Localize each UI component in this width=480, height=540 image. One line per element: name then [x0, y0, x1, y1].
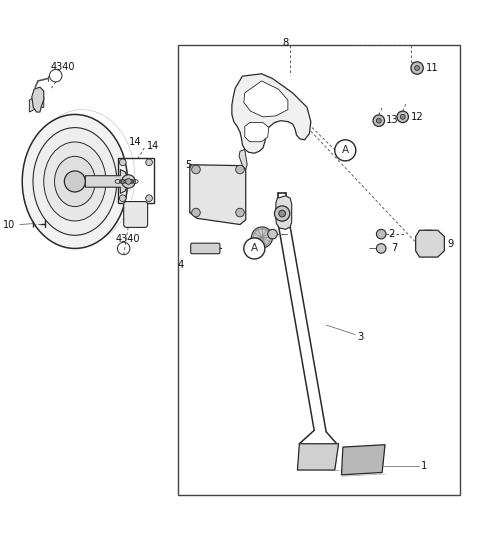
Text: 4340: 4340	[115, 234, 140, 244]
Circle shape	[236, 165, 244, 174]
Circle shape	[236, 208, 244, 217]
Polygon shape	[85, 170, 128, 193]
Text: 14: 14	[129, 137, 142, 147]
Circle shape	[192, 165, 200, 174]
FancyBboxPatch shape	[191, 243, 220, 254]
Circle shape	[64, 171, 85, 192]
Text: A: A	[251, 244, 258, 253]
Ellipse shape	[44, 142, 106, 221]
Polygon shape	[190, 165, 246, 225]
Text: 13: 13	[385, 115, 398, 125]
Text: 3: 3	[357, 332, 363, 342]
Circle shape	[146, 159, 153, 166]
Text: 12: 12	[410, 112, 423, 122]
Polygon shape	[29, 95, 44, 112]
Circle shape	[120, 195, 126, 201]
Text: 4340: 4340	[51, 62, 75, 72]
Polygon shape	[232, 74, 311, 153]
Text: 7: 7	[391, 244, 397, 253]
Text: 11: 11	[426, 63, 438, 73]
Text: 9: 9	[447, 239, 454, 249]
Polygon shape	[244, 81, 288, 117]
Polygon shape	[298, 444, 338, 470]
Circle shape	[279, 210, 286, 217]
Circle shape	[275, 206, 290, 221]
Text: 8: 8	[282, 38, 288, 48]
FancyBboxPatch shape	[124, 201, 148, 227]
Circle shape	[268, 230, 277, 239]
Circle shape	[376, 244, 386, 253]
Circle shape	[415, 66, 420, 70]
Text: 4: 4	[177, 260, 183, 270]
Circle shape	[192, 208, 200, 217]
Circle shape	[244, 238, 265, 259]
Text: 14: 14	[147, 140, 159, 151]
Circle shape	[126, 179, 132, 184]
Circle shape	[252, 227, 273, 248]
Polygon shape	[276, 196, 292, 229]
Circle shape	[120, 159, 126, 166]
Polygon shape	[416, 230, 444, 257]
Ellipse shape	[33, 127, 117, 235]
Text: 6: 6	[245, 244, 251, 253]
Circle shape	[335, 140, 356, 161]
Ellipse shape	[55, 156, 95, 207]
Ellipse shape	[22, 114, 128, 248]
Text: 2: 2	[388, 228, 395, 239]
Text: 1: 1	[421, 461, 427, 471]
Circle shape	[376, 230, 386, 239]
Circle shape	[397, 111, 408, 123]
Polygon shape	[341, 445, 385, 475]
Circle shape	[411, 62, 423, 74]
Text: A: A	[342, 145, 349, 156]
Polygon shape	[32, 87, 44, 112]
Circle shape	[376, 118, 381, 123]
Polygon shape	[239, 150, 247, 170]
Circle shape	[146, 195, 153, 201]
Circle shape	[122, 175, 135, 188]
Text: 7: 7	[262, 234, 268, 245]
Circle shape	[373, 115, 384, 126]
Text: 10: 10	[3, 220, 15, 229]
Text: 5: 5	[185, 160, 192, 170]
Circle shape	[400, 114, 405, 119]
Polygon shape	[245, 123, 269, 141]
